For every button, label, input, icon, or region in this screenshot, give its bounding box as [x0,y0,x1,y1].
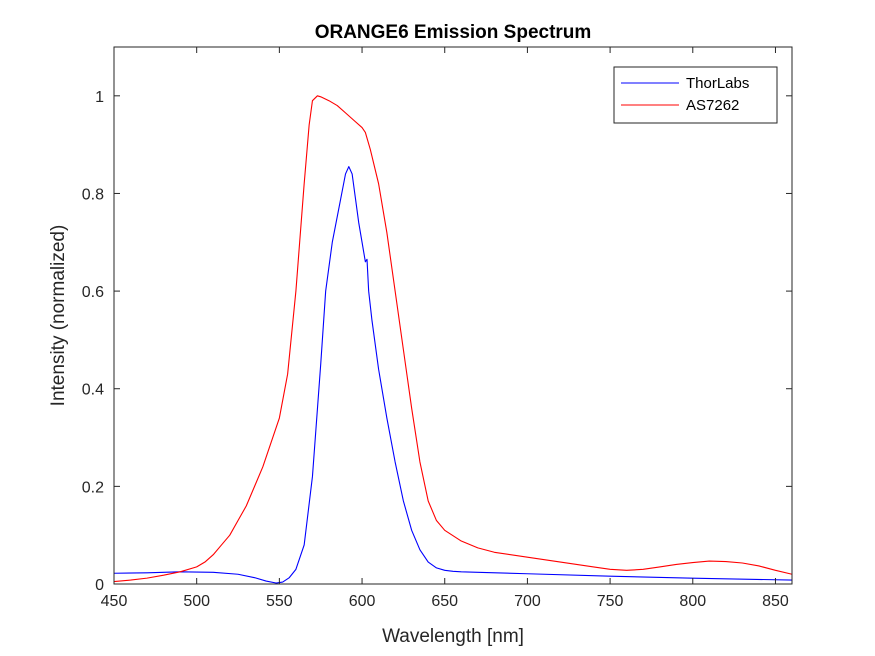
x-tick-label: 550 [266,593,293,610]
x-tick-label: 500 [183,593,210,610]
y-tick-label: 1 [95,89,104,106]
y-tick-label: 0.8 [82,186,104,203]
legend-label-as7262: AS7262 [686,97,739,114]
x-axis-label: Wavelength [nm] [382,626,524,647]
x-tick-label: 750 [597,593,624,610]
legend: ThorLabs AS7262 [613,66,778,124]
y-axis-label: Intensity (normalized) [48,225,69,407]
y-tick-label: 0 [95,577,104,594]
chart-title: ORANGE6 Emission Spectrum [315,22,592,43]
y-tick-label: 0.4 [82,382,104,399]
series-layer [113,95,793,584]
series-line-thorlabs [113,166,793,584]
x-tick-label: 850 [762,593,789,610]
y-tick-label: 0.2 [82,479,104,496]
x-tick-label: 800 [679,593,706,610]
plot-area [114,47,792,584]
x-tick-label: 450 [101,593,128,610]
axes-box [113,46,793,585]
y-tick-label: 0.6 [82,284,104,301]
x-tick-label: 600 [349,593,376,610]
legend-label-thorlabs: ThorLabs [686,75,749,92]
x-tick-label: 650 [431,593,458,610]
series-line-as7262 [113,95,793,583]
legend-box [613,66,778,124]
axes-layer: 450 500 550 600 650 700 750 800 850 0 0.2 0.4 0.6 0.8… [82,46,793,610]
x-tick-label: 700 [514,593,541,610]
